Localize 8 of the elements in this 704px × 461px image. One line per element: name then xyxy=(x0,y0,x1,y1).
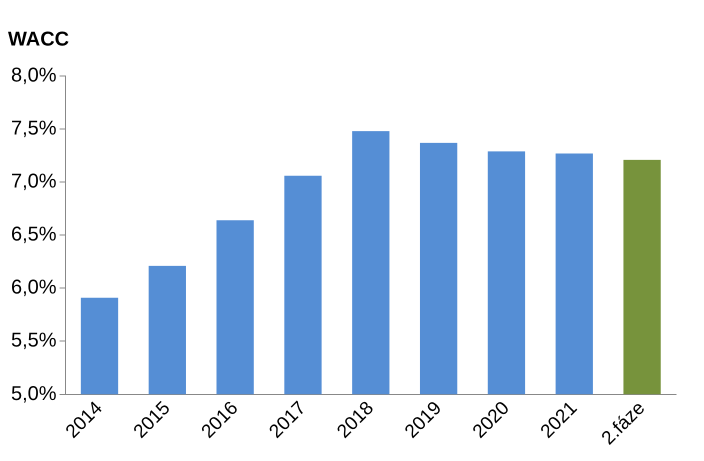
chart-title: WACC xyxy=(8,28,70,51)
y-tick-label: 7,5% xyxy=(10,118,57,140)
y-tick-label: 8,0% xyxy=(10,64,57,87)
y-tick-label: 6,5% xyxy=(10,224,57,246)
y-tick-label: 5,5% xyxy=(10,330,57,352)
y-tick-label: 5,0% xyxy=(10,382,57,405)
y-tick-label: 7,0% xyxy=(10,170,57,193)
y-tick-label: 6,0% xyxy=(10,276,57,299)
